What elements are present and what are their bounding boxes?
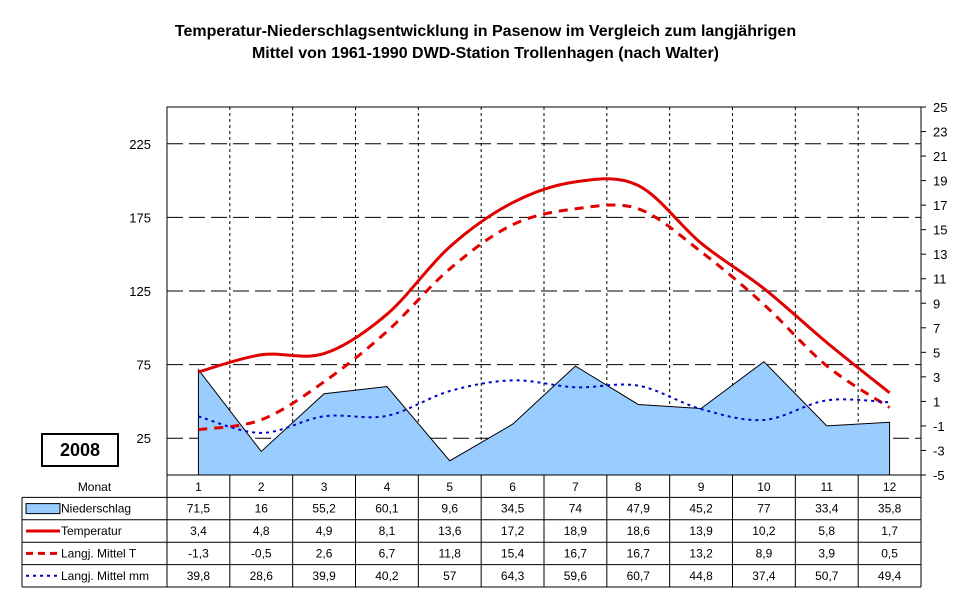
table-month-label: 12 (883, 480, 897, 494)
table-value-cell: 8,1 (379, 524, 396, 538)
table-value-cell: 16 (255, 502, 269, 516)
table-value-cell: 33,4 (815, 502, 839, 516)
legend-series-name: Langj. Mittel mm (61, 569, 149, 583)
table-month-label: 2 (258, 480, 265, 494)
temperatur-line (198, 177, 891, 394)
table-value-cell: 60,1 (375, 502, 399, 516)
table-value-cell: 45,2 (689, 502, 713, 516)
table-value-cell: 39,8 (187, 569, 211, 583)
table-header-monat: Monat (78, 480, 112, 494)
chart-title-line-2: Mittel von 1961-1990 DWD-Station Trollen… (251, 45, 720, 62)
right-axis-tick-label: 17 (933, 198, 947, 213)
left-axis-tick-label: 75 (137, 358, 151, 373)
table-value-cell: 57 (443, 569, 457, 583)
table-value-cell: -1,3 (188, 546, 209, 560)
precip-area-layer (197, 360, 891, 476)
table-value-cell: 55,2 (312, 502, 336, 516)
legend-key-niederschlag (25, 503, 61, 515)
table-month-label: 10 (757, 480, 771, 494)
right-axis-tick-label: 19 (933, 174, 947, 189)
table-value-cell: 18,6 (627, 524, 651, 538)
table-value-cell: 3,4 (190, 524, 207, 538)
table-month-label: 1 (195, 480, 202, 494)
right-axis-tick-label: -5 (933, 468, 945, 483)
table-month-label: 5 (446, 480, 453, 494)
table-month-label: 11 (821, 480, 834, 494)
table-value-cell: 2,6 (316, 546, 333, 560)
legend-series-name: Niederschlag (61, 502, 131, 516)
table-value-cell: 34,5 (501, 502, 525, 516)
table-value-cell: 16,7 (627, 546, 651, 560)
table-month-label: 3 (321, 480, 328, 494)
right-axis-tick-label: 5 (933, 345, 940, 360)
table-value-cell: 3,9 (818, 546, 835, 560)
table-value-cell: 47,9 (627, 502, 651, 516)
table-value-cell: 60,7 (627, 569, 651, 583)
table-value-cell: 9,6 (441, 502, 458, 516)
table-value-cell: 50,7 (815, 569, 839, 583)
table-value-cell: 16,7 (564, 546, 588, 560)
table-value-cell: 5,8 (818, 524, 835, 538)
chart-title-line-1: Temperatur-Niederschlagsentwicklung in P… (174, 23, 797, 40)
right-axis-tick-label: 13 (933, 247, 947, 262)
right-axis-tick-label: 3 (933, 370, 940, 385)
year-label-box: 2008 (41, 433, 119, 467)
table-month-label: 9 (698, 480, 705, 494)
table-value-cell: 4,8 (253, 524, 270, 538)
table-value-cell: 6,7 (379, 546, 396, 560)
table-value-cell: 8,9 (756, 546, 773, 560)
table-value-cell: 59,6 (564, 569, 588, 583)
table-value-cell: 1,7 (881, 524, 898, 538)
table-month-label: 4 (384, 480, 391, 494)
right-axis-tick-label: -1 (933, 419, 945, 434)
table-value-cell: 17,2 (501, 524, 525, 538)
table-value-cell: 0,5 (881, 546, 898, 560)
table-value-cell: 28,6 (250, 569, 274, 583)
table-value-cell: 18,9 (564, 524, 588, 538)
table-value-cell: -0,5 (251, 546, 272, 560)
niederschlag-area (197, 360, 891, 476)
right-axis-tick-label: 15 (933, 223, 947, 238)
table-value-cell: 40,2 (375, 569, 399, 583)
table-value-cell: 77 (757, 502, 771, 516)
table-month-label: 7 (572, 480, 579, 494)
langj-mittel-mm-line (198, 379, 890, 434)
table-value-cell: 4,9 (316, 524, 333, 538)
table-value-cell: 13,9 (689, 524, 713, 538)
table-value-cell: 71,5 (187, 502, 211, 516)
table-value-cell: 44,8 (689, 569, 713, 583)
table-value-cell: 35,8 (878, 502, 902, 516)
right-axis-tick-label: 11 (933, 272, 947, 287)
right-axis-tick-label: 1 (933, 394, 940, 409)
right-axis-tick-label: 7 (933, 321, 940, 336)
lines-layer (198, 177, 891, 434)
table-value-cell: 39,9 (312, 569, 336, 583)
right-axis-tick-label: 9 (933, 296, 940, 311)
right-axis-tick-label: 23 (933, 125, 947, 140)
table-value-cell: 37,4 (752, 569, 776, 583)
legend-series-name: Langj. Mittel T (61, 546, 137, 560)
left-axis-tick-label: 175 (129, 210, 151, 225)
table-month-label: 6 (509, 480, 516, 494)
table-value-cell: 11,8 (439, 546, 462, 560)
table-value-cell: 15,4 (501, 546, 525, 560)
left-axis-tick-label: 125 (129, 284, 151, 299)
table-value-cell: 74 (569, 502, 583, 516)
right-axis-tick-label: -3 (933, 443, 945, 458)
legend-series-name: Temperatur (61, 524, 122, 538)
left-axis-tick-label: 225 (129, 137, 151, 152)
table-value-cell: 49,4 (878, 569, 902, 583)
langj-mittel-t-line (198, 203, 891, 432)
left-axis-tick-label: 25 (137, 431, 151, 446)
right-axis-tick-label: 25 (933, 100, 947, 115)
right-axis-tick-label: 21 (933, 149, 947, 164)
table-value-cell: 13,2 (689, 546, 713, 560)
table-value-cell: 10,2 (752, 524, 776, 538)
table-value-cell: 64,3 (501, 569, 525, 583)
table-month-label: 8 (635, 480, 642, 494)
table-value-cell: 13,6 (438, 524, 462, 538)
